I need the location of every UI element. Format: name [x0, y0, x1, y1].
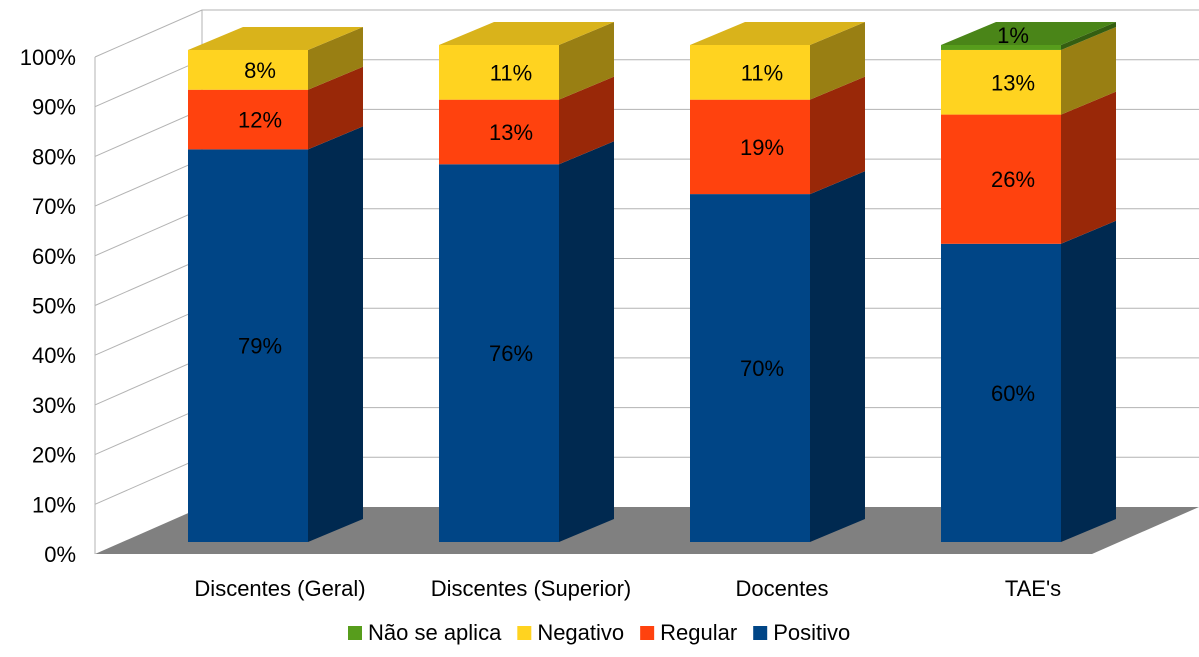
bar-segment-n-o-se-aplica [941, 45, 1061, 50]
y-tick-label: 20% [32, 443, 76, 468]
data-label: 26% [991, 167, 1035, 192]
x-tick-label: Discentes (Geral) [194, 576, 365, 601]
chart-floor [95, 507, 1199, 554]
bar-top [941, 22, 1116, 45]
data-label: 19% [740, 135, 784, 160]
bar-side-n-o-se-aplica [1061, 22, 1116, 50]
data-label: 79% [238, 334, 282, 359]
y-tick-label: 0% [44, 542, 76, 567]
bar-segment-positivo [690, 194, 810, 542]
y-tick-label: 40% [32, 343, 76, 368]
bar-segment-positivo [439, 164, 559, 542]
bar-segment-negativo [439, 45, 559, 100]
legend-swatch [753, 626, 768, 640]
y-tick-label: 90% [32, 95, 76, 120]
y-tick-label: 50% [32, 294, 76, 319]
bar-side-positivo [1061, 220, 1116, 543]
bar-side-negativo [559, 22, 614, 100]
legend-label: Não se aplica [368, 620, 502, 645]
bars-group [188, 22, 1116, 543]
x-tick-label: Discentes (Superior) [431, 576, 632, 601]
data-label: 1% [997, 23, 1029, 48]
data-label: 13% [991, 70, 1035, 95]
bar-side-negativo [308, 26, 363, 90]
data-label: 8% [244, 58, 276, 83]
x-axis: Discentes (Geral) Discentes (Superior) Doc… [194, 576, 1061, 601]
legend-label: Positivo [773, 620, 850, 645]
legend-label: Regular [660, 620, 737, 645]
data-label: 13% [489, 120, 533, 145]
x-tick-label: TAE's [1005, 576, 1061, 601]
data-labels-group: 79% 12% 8% 76% 13% 11% 70% 19% 11% 60% 26% 13% 1% [238, 23, 1035, 406]
legend-swatch [348, 626, 362, 640]
bar-segment-regular [439, 99, 559, 165]
y-tick-label: 30% [32, 393, 76, 418]
bar-segment-regular [941, 114, 1061, 244]
floor-plane [95, 507, 1199, 554]
data-label: 60% [991, 381, 1035, 406]
bar-side-positivo [308, 126, 363, 543]
bar-side-regular [1061, 91, 1116, 244]
bar-side-regular [308, 66, 363, 150]
y-tick-label: 10% [32, 492, 76, 517]
y-tick-label: 100% [20, 45, 76, 70]
bar-segment-negativo [188, 49, 308, 90]
bar-segment-positivo [188, 149, 308, 542]
bar-top [439, 22, 614, 45]
legend-label: Negativo [537, 620, 624, 645]
bar-segment-positivo [941, 243, 1061, 543]
bar-side-negativo [1061, 26, 1116, 115]
bar-side-regular [810, 76, 865, 195]
x-tick-label: Docentes [736, 576, 829, 601]
bar-segment-negativo [690, 45, 810, 100]
bar-side-regular [559, 76, 614, 165]
bar-segment-negativo [941, 49, 1061, 115]
y-tick-label: 70% [32, 194, 76, 219]
bar-segment-regular [690, 99, 810, 195]
data-label: 11% [490, 60, 532, 85]
data-label: 76% [489, 341, 533, 366]
bar-segment-regular [188, 89, 308, 150]
legend: Não se aplica Negativo Regular Positivo [348, 620, 850, 645]
legend-swatch [640, 626, 655, 640]
data-label: 11% [741, 60, 783, 85]
bar-side-positivo [559, 141, 614, 542]
legend-swatch [517, 626, 532, 640]
gridline [94, 9, 1199, 58]
bar-side-negativo [810, 22, 865, 100]
y-axis: 0% 10% 20% 30% 40% 50% 60% 70% 80% 90% 100% [20, 45, 96, 567]
y-tick-label: 80% [32, 144, 76, 169]
bar-side-positivo [810, 171, 865, 542]
bar-top [690, 22, 865, 45]
y-tick-label: 60% [32, 244, 76, 269]
data-label: 70% [740, 356, 784, 381]
bar-top [188, 26, 363, 50]
data-label: 12% [238, 108, 282, 133]
